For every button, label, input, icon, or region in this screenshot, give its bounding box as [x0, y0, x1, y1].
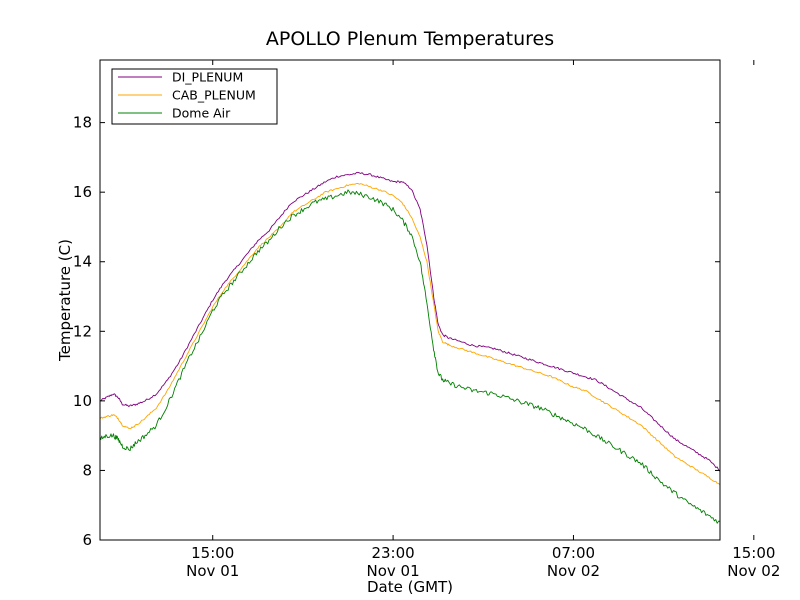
series-layer — [100, 171, 720, 524]
legend-label: CAB_PLENUM — [172, 88, 256, 103]
y-tick-label: 10 — [73, 392, 92, 410]
x-tick-label-date: Nov 02 — [547, 562, 600, 580]
y-axis-title: Temperature (C) — [56, 239, 74, 362]
y-tick-label: 18 — [73, 114, 92, 132]
x-tick-label-time: 15:00 — [191, 544, 234, 562]
x-tick-label-date: Nov 01 — [186, 562, 239, 580]
x-tick-label-date: Nov 02 — [727, 562, 780, 580]
series-line-dome-air — [100, 189, 720, 524]
x-tick-label-date: Nov 01 — [367, 562, 420, 580]
y-tick-label: 14 — [73, 253, 92, 271]
chart-title: APOLLO Plenum Temperatures — [266, 28, 554, 50]
y-tick-label: 16 — [73, 183, 92, 201]
legend-label: DI_PLENUM — [172, 70, 243, 85]
x-tick-label-time: 23:00 — [371, 544, 414, 562]
y-tick-label: 8 — [82, 461, 92, 479]
y-tick-label: 12 — [73, 322, 92, 340]
x-tick-label-time: 15:00 — [732, 544, 775, 562]
plot-frame — [99, 59, 721, 541]
series-line-cab-plenum — [100, 182, 720, 486]
series-line-di-plenum — [100, 171, 720, 472]
legend: DI_PLENUM CAB_PLENUM Dome Air — [111, 68, 278, 125]
x-tick-label-time: 07:00 — [552, 544, 595, 562]
y-tick-label: 6 — [82, 531, 92, 549]
plot-area — [100, 60, 720, 540]
x-axis-title: Date (GMT) — [367, 578, 453, 596]
legend-label: Dome Air — [172, 106, 231, 121]
legend-box — [111, 68, 278, 125]
